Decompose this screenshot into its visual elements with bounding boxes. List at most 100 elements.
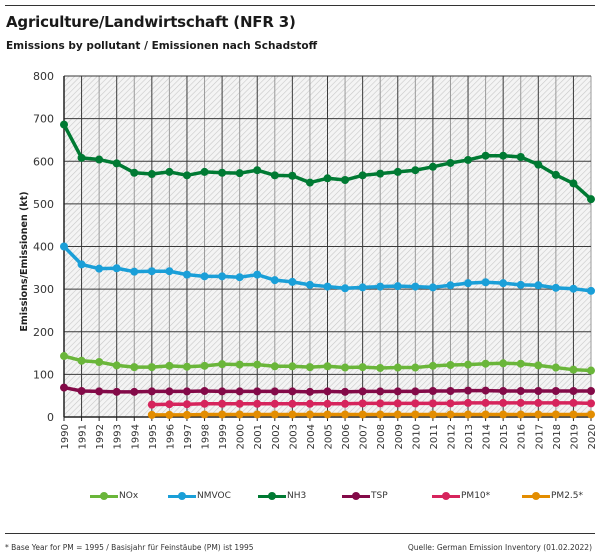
- data-point-tsp: [376, 387, 385, 396]
- data-point-nox: [428, 361, 437, 370]
- data-point-pm10: [481, 398, 490, 407]
- legend-marker: [100, 492, 108, 500]
- legend-swatch-nox: [90, 491, 118, 501]
- legend-label: PM10*: [461, 491, 491, 501]
- bottom-rule: [5, 533, 595, 534]
- data-point-nmvoc: [534, 281, 543, 290]
- data-point-nox: [551, 363, 560, 372]
- x-tick-label: 2010: [411, 424, 422, 449]
- x-tick-label: 1998: [201, 424, 212, 449]
- data-point-pm25: [516, 410, 525, 419]
- data-point-nox: [60, 352, 68, 361]
- data-point-nox: [323, 362, 332, 371]
- x-tick-label: 1992: [95, 424, 106, 449]
- data-point-pm25: [411, 410, 420, 419]
- data-point-nh3: [569, 179, 578, 188]
- data-point-pm25: [235, 410, 244, 419]
- data-point-tsp: [235, 387, 244, 396]
- data-point-tsp: [270, 387, 279, 396]
- series-lines: [60, 120, 595, 419]
- data-point-pm25: [499, 410, 508, 419]
- x-tick-label: 2016: [517, 424, 528, 449]
- data-point-tsp: [499, 386, 508, 395]
- data-point-nox: [587, 366, 595, 375]
- x-tick-label: 1994: [130, 424, 141, 449]
- data-point-nmvoc: [376, 282, 385, 291]
- data-point-tsp: [358, 387, 367, 396]
- data-point-nmvoc: [95, 264, 104, 273]
- x-tick-label: 2009: [394, 424, 405, 449]
- x-tick-label: 2007: [359, 424, 370, 449]
- data-point-nh3: [165, 167, 174, 176]
- data-point-pm25: [376, 410, 385, 419]
- data-point-pm25: [147, 410, 156, 419]
- data-point-nh3: [60, 120, 68, 129]
- data-point-pm25: [341, 410, 350, 419]
- legend-marker: [352, 492, 360, 500]
- chart-subtitle: Emissions by pollutant / Emissionen nach…: [6, 40, 318, 52]
- x-tick-label: 2003: [288, 424, 299, 449]
- data-point-tsp: [112, 387, 121, 396]
- data-point-tsp: [551, 386, 560, 395]
- data-point-nmvoc: [77, 260, 86, 269]
- data-point-nox: [165, 361, 174, 370]
- legend-label: NOx: [119, 491, 139, 501]
- data-point-pm25: [182, 410, 191, 419]
- legend-item-tsp: TSP: [342, 491, 388, 501]
- data-point-tsp: [218, 387, 227, 396]
- data-point-tsp: [288, 387, 297, 396]
- data-point-pm25: [551, 410, 560, 419]
- data-point-nmvoc: [253, 270, 262, 279]
- data-point-nox: [235, 360, 244, 369]
- data-point-nmvoc: [182, 270, 191, 279]
- chart-title: Agriculture/Landwirtschaft (NFR 3): [6, 13, 296, 31]
- data-point-nmvoc: [516, 280, 525, 289]
- series-line-pm10: [151, 401, 592, 407]
- data-point-nmvoc: [60, 242, 68, 251]
- data-point-nh3: [376, 169, 385, 178]
- x-tick-label: 1999: [218, 424, 229, 449]
- data-point-nh3: [182, 171, 191, 180]
- data-point-nmvoc: [551, 283, 560, 292]
- series-nh3: [60, 120, 595, 204]
- data-point-nox: [112, 361, 121, 370]
- data-point-tsp: [569, 386, 578, 395]
- data-point-pm10: [270, 399, 279, 408]
- data-point-tsp: [428, 386, 437, 395]
- data-point-pm25: [305, 410, 314, 419]
- data-point-pm10: [516, 398, 525, 407]
- data-point-nmvoc: [165, 267, 174, 276]
- data-point-pm25: [200, 410, 209, 419]
- legend-item-nox: NOx: [90, 491, 138, 501]
- data-point-nmvoc: [147, 267, 156, 276]
- data-point-nox: [270, 362, 279, 371]
- data-point-tsp: [341, 387, 350, 396]
- legend-label: NH3: [287, 491, 307, 501]
- data-point-pm10: [534, 398, 543, 407]
- data-point-nh3: [323, 174, 332, 183]
- data-point-nox: [411, 363, 420, 372]
- data-point-nox: [130, 363, 139, 372]
- x-axis-ticks: 1990 1991 1992 1993 1994 1995 1996 1997 1998 1999…: [60, 417, 598, 449]
- legend-marker: [178, 492, 186, 500]
- x-tick-label: 2002: [271, 424, 282, 449]
- data-point-tsp: [95, 387, 104, 396]
- data-point-tsp: [464, 386, 473, 395]
- data-point-nmvoc: [358, 283, 367, 292]
- x-tick-label: 1991: [78, 424, 89, 449]
- data-point-nox: [393, 363, 402, 372]
- data-point-pm10: [305, 399, 314, 408]
- series-nmvoc: [60, 242, 595, 295]
- data-point-nh3: [499, 151, 508, 160]
- y-axis-ticks: 0 100 200 300 400 500 600 700 800: [33, 70, 54, 424]
- data-point-tsp: [516, 386, 525, 395]
- legend-swatch-pm25: [522, 491, 550, 501]
- data-point-nmvoc: [235, 273, 244, 282]
- x-tick-label: 2006: [341, 424, 352, 449]
- data-point-nh3: [305, 178, 314, 187]
- data-point-nh3: [393, 167, 402, 176]
- data-point-nox: [446, 360, 455, 369]
- data-point-nmvoc: [481, 278, 490, 287]
- data-point-nmvoc: [270, 276, 279, 285]
